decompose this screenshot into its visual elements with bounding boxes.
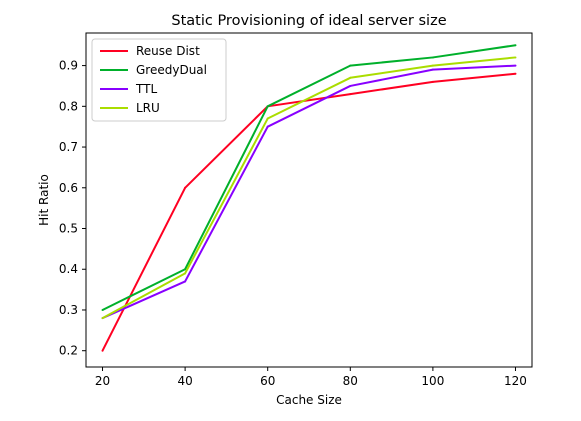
x-axis-label: Cache Size bbox=[276, 393, 342, 407]
data-point-greedydual-2 bbox=[267, 105, 269, 107]
legend-label-reuse-dist: Reuse Dist bbox=[136, 44, 200, 58]
data-point-lru-2 bbox=[267, 118, 269, 120]
data-point-reuse-dist-1 bbox=[184, 187, 186, 189]
y-tick-label: 0.2 bbox=[59, 344, 78, 358]
x-tick-label: 20 bbox=[95, 374, 110, 388]
data-point-greedydual-5 bbox=[514, 44, 516, 46]
data-point-lru-3 bbox=[349, 77, 351, 79]
y-tick-label: 0.6 bbox=[59, 181, 78, 195]
data-point-lru-4 bbox=[432, 65, 434, 67]
x-axis: 20 40 60 80 100 120 bbox=[95, 367, 527, 388]
data-point-lru-0 bbox=[102, 317, 104, 319]
legend: Reuse Dist GreedyDual TTL LRU bbox=[92, 39, 226, 121]
y-tick-label: 0.5 bbox=[59, 222, 78, 236]
x-tick-label: 80 bbox=[343, 374, 358, 388]
y-axis: 0.2 0.3 0.4 0.5 0.6 0.7 0.8 0.9 bbox=[59, 59, 86, 358]
x-tick-label: 40 bbox=[177, 374, 192, 388]
x-tick-label: 100 bbox=[421, 374, 444, 388]
x-tick-label: 60 bbox=[260, 374, 275, 388]
y-tick-label: 0.4 bbox=[59, 262, 78, 276]
data-point-ttl-2 bbox=[267, 126, 269, 128]
data-point-ttl-1 bbox=[184, 280, 186, 282]
data-point-reuse-dist-3 bbox=[349, 93, 351, 95]
y-tick-label: 0.3 bbox=[59, 303, 78, 317]
data-point-greedydual-3 bbox=[349, 65, 351, 67]
data-point-reuse-dist-4 bbox=[432, 81, 434, 83]
y-tick-label: 0.7 bbox=[59, 140, 78, 154]
data-point-greedydual-4 bbox=[432, 56, 434, 58]
legend-label-lru: LRU bbox=[136, 101, 160, 115]
chart-title: Static Provisioning of ideal server size bbox=[171, 13, 446, 29]
x-tick-label: 120 bbox=[504, 374, 527, 388]
data-point-reuse-dist-5 bbox=[514, 73, 516, 75]
legend-label-ttl: TTL bbox=[135, 82, 157, 96]
data-point-lru-5 bbox=[514, 56, 516, 58]
data-point-lru-1 bbox=[184, 272, 186, 274]
data-point-reuse-dist-0 bbox=[102, 350, 104, 352]
y-tick-label: 0.9 bbox=[59, 59, 78, 73]
data-point-ttl-5 bbox=[514, 65, 516, 67]
data-point-greedydual-0 bbox=[102, 309, 104, 311]
y-axis-label: Hit Ratio bbox=[37, 174, 51, 226]
y-tick-label: 0.8 bbox=[59, 99, 78, 113]
data-point-ttl-4 bbox=[432, 69, 434, 71]
data-point-ttl-3 bbox=[349, 85, 351, 87]
legend-label-greedydual: GreedyDual bbox=[136, 63, 207, 77]
